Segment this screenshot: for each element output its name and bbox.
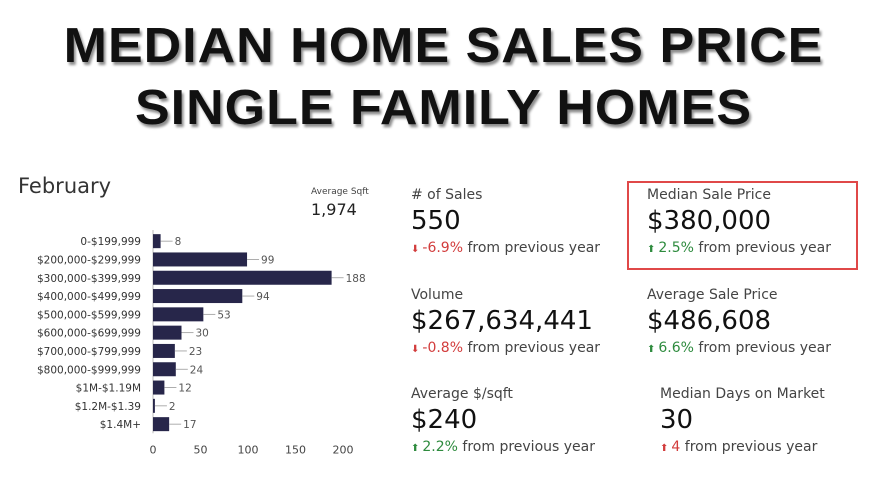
stat-days-market-pct: 4 <box>671 439 681 455</box>
stat-volume-pct: -0.8% <box>422 340 464 356</box>
stat-days-market: Median Days on Market 30 ⬆ 4 from previou… <box>660 386 825 455</box>
stat-days-market-label: Median Days on Market <box>660 386 825 402</box>
stat-average-ppsf-value: $240 <box>411 405 478 435</box>
data-label: 99 <box>261 254 274 266</box>
x-tick-label: 100 <box>238 443 259 456</box>
stat-volume-value: $267,634,441 <box>411 306 593 336</box>
stat-median-price-value: $380,000 <box>647 206 772 236</box>
category-label: $200,000-$299,999 <box>37 254 141 266</box>
stat-average-price: Average Sale Price $486,608 ⬆ 6.6% from p… <box>647 287 831 356</box>
stat-median-price-label: Median Sale Price <box>647 187 771 203</box>
stat-median-price-pct: 2.5% <box>658 240 694 256</box>
stat-sales-suffix: from previous year <box>467 240 601 256</box>
data-label: 23 <box>189 346 202 358</box>
stat-days-market-suffix: from previous year <box>684 439 818 455</box>
stat-average-ppsf: Average $/sqft $240 ⬆ 2.2% from previous … <box>411 386 595 455</box>
stat-sales: # of Sales 550 ⬇ -6.9% from previous year <box>411 187 600 256</box>
stat-average-ppsf-label: Average $/sqft <box>411 386 513 402</box>
stat-volume-label: Volume <box>411 287 464 303</box>
data-label: 12 <box>178 383 191 395</box>
month-label: February <box>18 174 112 198</box>
bar <box>153 362 176 377</box>
stat-sales-label: # of Sales <box>411 187 483 203</box>
x-tick-label: 200 <box>333 443 354 456</box>
data-label: 30 <box>196 328 209 340</box>
data-label: 24 <box>190 364 204 376</box>
data-label: 53 <box>217 309 230 321</box>
arrow-down-icon: ⬇ <box>411 244 420 255</box>
stat-volume-suffix: from previous year <box>467 340 601 356</box>
x-tick-label: 50 <box>194 443 208 456</box>
median-price-highlight-box <box>627 181 858 270</box>
bar <box>153 289 243 304</box>
average-sqft-value: 1,974 <box>311 200 357 219</box>
stat-average-ppsf-change: ⬆ 2.2% from previous year <box>411 439 595 455</box>
category-label: $1M-$1.19M <box>76 383 141 395</box>
stat-median-price-change: ⬆ 2.5% from previous year <box>647 240 831 256</box>
bar <box>153 325 182 340</box>
stat-average-price-value: $486,608 <box>647 306 772 336</box>
headline-line-1: MEDIAN HOME SALES PRICE <box>63 18 824 74</box>
headline-line-2: SINGLE FAMILY HOMES <box>134 80 753 136</box>
stat-sales-change: ⬇ -6.9% from previous year <box>411 240 600 256</box>
stat-days-market-value: 30 <box>660 405 694 435</box>
category-label: $300,000-$399,999 <box>37 273 141 285</box>
average-sqft-label: Average Sqft <box>311 187 369 197</box>
stat-average-price-label: Average Sale Price <box>647 287 778 303</box>
bar <box>153 380 165 395</box>
stat-sales-pct: -6.9% <box>422 240 464 256</box>
bar <box>153 252 248 267</box>
stat-average-ppsf-suffix: from previous year <box>462 439 595 455</box>
category-label: $800,000-$999,999 <box>37 364 141 376</box>
data-label: 188 <box>346 273 366 285</box>
stat-volume-change: ⬇ -0.8% from previous year <box>411 340 600 356</box>
x-tick-label: 0 <box>150 443 157 456</box>
category-label: $400,000-$499,999 <box>37 291 141 303</box>
stat-average-price-change: ⬆ 6.6% from previous year <box>647 340 831 356</box>
category-label: 0-$199,999 <box>80 236 141 248</box>
category-label: $500,000-$599,999 <box>37 309 141 321</box>
data-label: 94 <box>256 291 270 303</box>
bar <box>153 234 161 249</box>
category-label: $1.2M-$1.39 <box>75 401 141 413</box>
stat-sales-value: 550 <box>411 206 461 236</box>
stat-median-price-suffix: from previous year <box>698 240 831 256</box>
price-range-bar-chart: 0-$199,999 8 $200,000-$299,999 99 $300,000-$… <box>37 230 366 456</box>
category-label: $600,000-$699,999 <box>37 328 141 340</box>
arrow-up-icon: ⬆ <box>660 443 669 454</box>
stat-average-ppsf-pct: 2.2% <box>422 439 458 455</box>
arrow-down-icon: ⬇ <box>411 344 420 355</box>
arrow-up-icon: ⬆ <box>647 244 656 255</box>
data-label: 2 <box>169 401 176 413</box>
stat-average-price-pct: 6.6% <box>658 340 694 356</box>
stat-volume: Volume $267,634,441 ⬇ -0.8% from previous… <box>411 287 600 356</box>
arrow-up-icon: ⬆ <box>411 443 420 454</box>
x-tick-label: 150 <box>285 443 306 456</box>
data-label: 17 <box>183 419 196 431</box>
category-label: $700,000-$799,999 <box>37 346 141 358</box>
bar <box>153 343 175 358</box>
category-label: $1.4M+ <box>100 419 141 431</box>
data-label: 8 <box>175 236 182 248</box>
bar <box>153 307 204 322</box>
bar <box>153 398 155 413</box>
stat-median-price: Median Sale Price $380,000 ⬆ 2.5% from pr… <box>647 187 831 256</box>
stat-days-market-change: ⬆ 4 from previous year <box>660 439 825 455</box>
bar <box>153 417 170 432</box>
arrow-up-icon: ⬆ <box>647 344 656 355</box>
stat-average-price-suffix: from previous year <box>698 340 831 356</box>
bar <box>153 270 332 285</box>
